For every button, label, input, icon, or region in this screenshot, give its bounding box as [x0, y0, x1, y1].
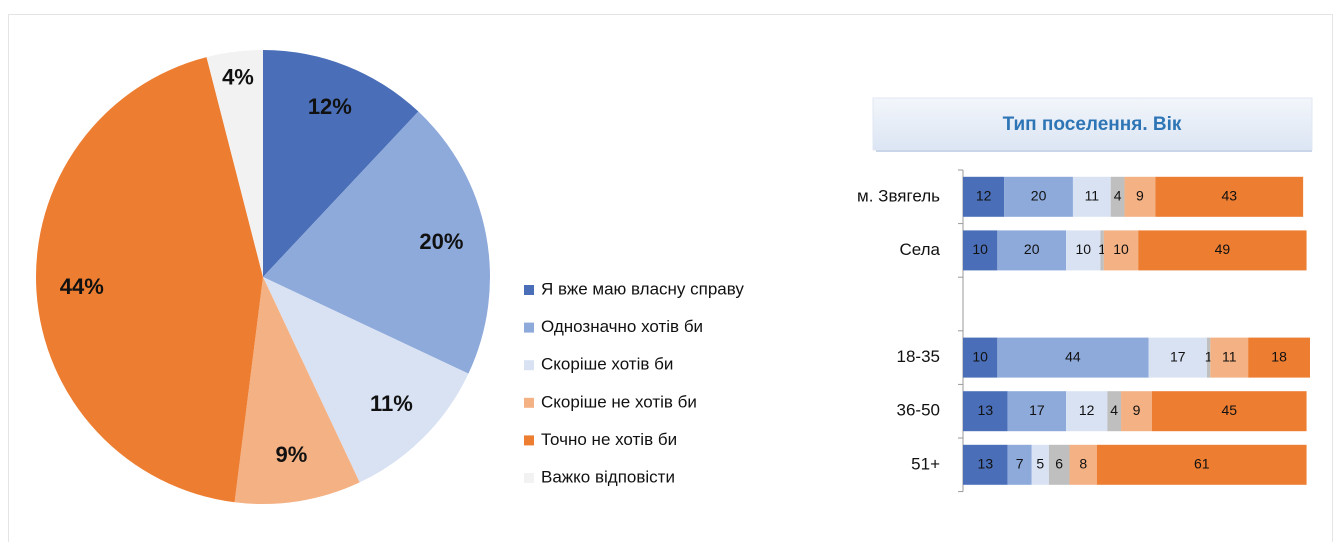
slice-label: 11%	[370, 391, 413, 416]
data-label: 7	[1016, 456, 1024, 472]
data-label: 13	[978, 402, 994, 418]
data-label: 20	[1024, 241, 1040, 257]
bar-segment	[1124, 176, 1156, 217]
data-label: 9	[1136, 188, 1144, 204]
data-label: 9	[1133, 402, 1141, 418]
pie-slice	[234, 277, 360, 504]
slice-label: 20%	[419, 229, 463, 254]
data-label: 4	[1114, 188, 1122, 204]
legend-swatch	[524, 397, 534, 408]
legend-swatch	[524, 322, 534, 333]
bar-segment	[1004, 176, 1073, 217]
bar-segment	[1100, 230, 1104, 271]
bar-segment	[963, 391, 1008, 432]
bar-segment	[1066, 230, 1101, 271]
pie-slice	[263, 277, 469, 483]
category-label: Села	[899, 240, 940, 259]
slice-label: 12%	[308, 94, 352, 119]
pie-slice	[206, 50, 263, 277]
slice-label: 9%	[276, 442, 308, 467]
frame	[8, 14, 1333, 547]
slice-label: 44%	[60, 274, 104, 299]
bar-segment	[1069, 444, 1097, 485]
bar-segment	[1155, 176, 1304, 217]
data-label: 49	[1215, 241, 1231, 257]
legend-swatch	[524, 435, 534, 446]
legend-swatch	[524, 473, 534, 483]
bar-segment	[1138, 230, 1307, 271]
legend-swatch	[524, 285, 534, 295]
data-label: 17	[1170, 348, 1186, 364]
data-label: 45	[1221, 402, 1237, 418]
legend-swatch	[524, 360, 534, 371]
legend-label: Точно не хотів би	[541, 430, 677, 449]
category-label: 51+	[911, 454, 940, 473]
data-label: 4	[1110, 402, 1118, 418]
data-label: 11	[1085, 188, 1100, 204]
bar-segment	[963, 176, 1005, 217]
data-label: 10	[1075, 241, 1091, 257]
bar-segment	[1031, 444, 1049, 485]
legend-label: Я вже маю власну справу	[541, 279, 744, 298]
data-label: 10	[972, 348, 988, 364]
bar-segment	[1048, 444, 1070, 485]
bar-segment	[1007, 391, 1067, 432]
legend-label: Скоріше хотів би	[541, 355, 673, 374]
data-label: 1	[1098, 241, 1106, 257]
data-label: 12	[1079, 402, 1095, 418]
data-label: 12	[976, 188, 992, 204]
bar-segment	[963, 230, 998, 271]
data-label: 61	[1194, 456, 1210, 472]
bar-segment	[1107, 391, 1122, 432]
bar-segment	[1206, 337, 1211, 378]
bar-segment	[997, 337, 1149, 378]
bar-segment	[1066, 391, 1108, 432]
bar-segment	[1248, 337, 1310, 378]
bar-segment	[997, 230, 1067, 271]
bar-segment	[1072, 176, 1111, 217]
bar-segment	[1096, 444, 1307, 485]
data-label: 1	[1205, 348, 1213, 364]
bar-title: Тип поселення. Вік	[1003, 114, 1182, 135]
category-label: 36-50	[897, 401, 940, 420]
data-label: 5	[1036, 456, 1044, 472]
legend-label: Однозначно хотів би	[541, 317, 703, 336]
pie-slice	[36, 57, 264, 503]
legend-label: Важко відповісти	[541, 467, 675, 486]
data-label: 10	[1113, 241, 1129, 257]
bar-segment	[1103, 230, 1139, 271]
bar-segment	[1121, 391, 1152, 432]
bar-segment	[963, 444, 1008, 485]
data-label: 13	[978, 456, 994, 472]
data-label: 17	[1029, 402, 1045, 418]
data-label: 11	[1222, 348, 1237, 364]
pie-slice	[263, 50, 419, 277]
bar-segment	[1110, 176, 1125, 217]
bar-segment	[1007, 444, 1032, 485]
legend-label: Скоріше не хотів би	[541, 392, 697, 411]
bar-segment	[1151, 391, 1307, 432]
bar-segment	[1148, 337, 1207, 378]
slice-label: 4%	[222, 65, 254, 90]
category-label: 18-35	[897, 347, 940, 366]
data-label: 8	[1079, 456, 1087, 472]
category-label: м. Звягель	[857, 186, 940, 205]
data-label: 10	[972, 241, 988, 257]
data-label: 44	[1065, 348, 1081, 364]
data-label: 43	[1221, 188, 1237, 204]
bar-segment	[963, 337, 998, 378]
bar-segment	[1210, 337, 1249, 378]
pie-slice	[263, 111, 490, 374]
data-label: 6	[1055, 456, 1063, 472]
data-label: 20	[1031, 188, 1047, 204]
data-label: 18	[1271, 348, 1287, 364]
